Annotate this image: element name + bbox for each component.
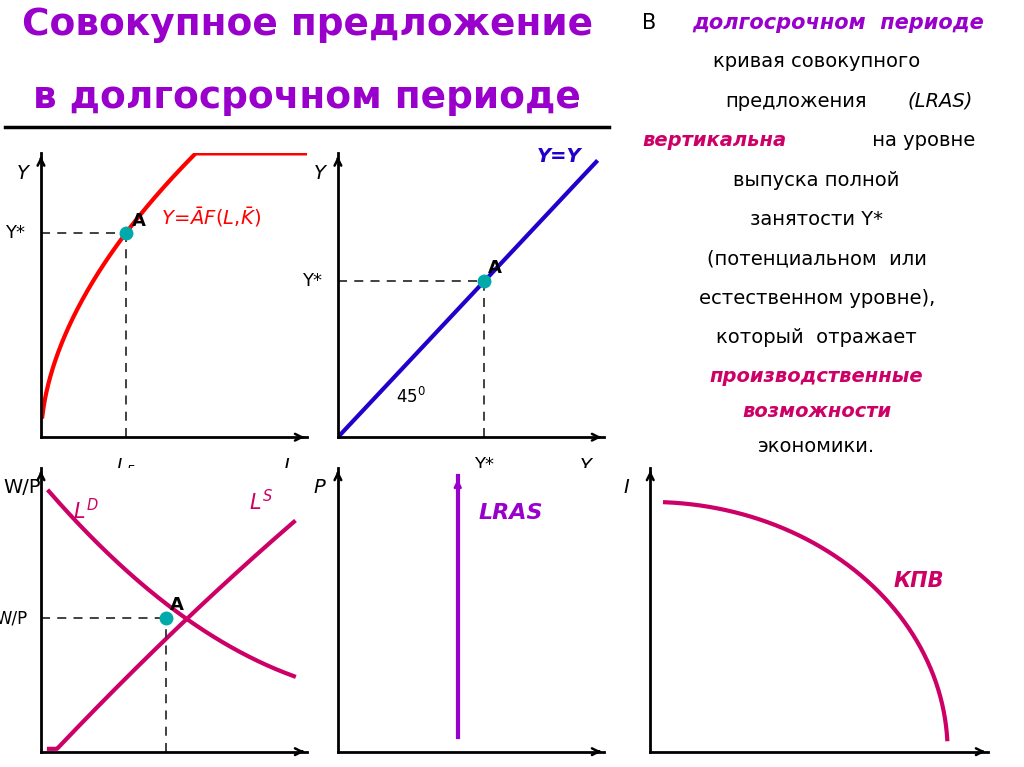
Text: долгосрочном  периоде: долгосрочном периоде (692, 13, 984, 33)
Text: Y*: Y* (302, 272, 322, 290)
Text: $Y\!=\!\bar{A}F(L,\!\bar{K})$: $Y\!=\!\bar{A}F(L,\!\bar{K})$ (161, 205, 261, 229)
Text: возможности: возможности (742, 402, 891, 421)
Text: выпуска полной: выпуска полной (733, 170, 900, 189)
Text: A: A (170, 596, 184, 614)
Text: занятости Y*: занятости Y* (751, 210, 883, 229)
Text: естественном уровне),: естественном уровне), (698, 288, 935, 308)
Text: I: I (624, 479, 630, 497)
Text: W/P: W/P (0, 609, 28, 627)
Text: $L^D$: $L^D$ (73, 498, 98, 523)
Text: предложения: предложения (725, 92, 867, 110)
Text: производственные: производственные (710, 367, 924, 387)
Text: на уровне: на уровне (866, 131, 976, 150)
Text: LRAS: LRAS (479, 503, 544, 523)
Text: экономики.: экономики. (758, 437, 876, 456)
Text: кривая совокупного: кривая совокупного (713, 52, 921, 71)
Text: вертикальна: вертикальна (642, 131, 786, 150)
Text: P: P (313, 479, 326, 497)
Text: Y: Y (580, 457, 592, 476)
Text: $L^S$: $L^S$ (249, 489, 272, 515)
Text: в долгосрочном периоде: в долгосрочном периоде (33, 81, 582, 116)
Text: Y*: Y* (474, 456, 495, 474)
Text: W/P: W/P (3, 479, 41, 497)
Text: который  отражает: который отражает (716, 328, 918, 347)
Text: Y*: Y* (5, 224, 25, 242)
Text: Совокупное предложение: Совокупное предложение (22, 7, 593, 42)
Text: A: A (131, 212, 145, 229)
Text: $L_F$: $L_F$ (117, 456, 136, 476)
Text: A: A (488, 258, 502, 277)
Text: L: L (283, 457, 294, 476)
Text: (LRAS): (LRAS) (908, 92, 973, 110)
Text: В: В (642, 13, 656, 33)
Text: $45^0$: $45^0$ (396, 387, 426, 407)
Text: Y: Y (313, 164, 326, 183)
Text: Y=Y: Y=Y (537, 147, 582, 166)
Text: (потенциальном  или: (потенциальном или (707, 249, 927, 268)
Text: Y: Y (16, 164, 29, 183)
Text: КПВ: КПВ (894, 571, 944, 591)
